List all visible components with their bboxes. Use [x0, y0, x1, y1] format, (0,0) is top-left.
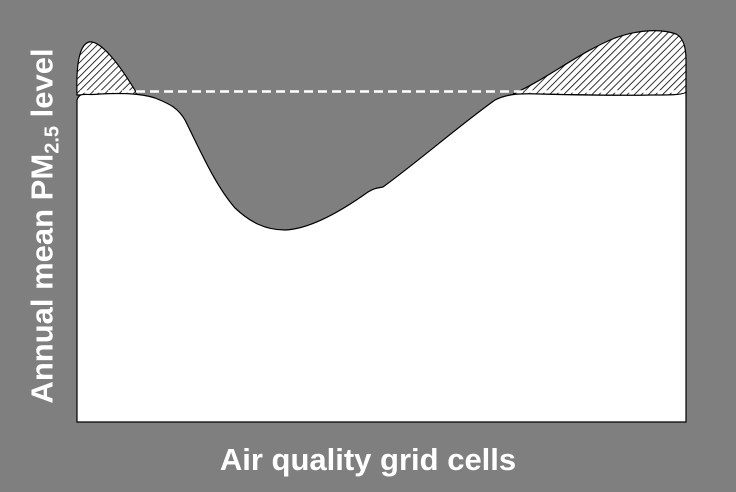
pollution-level-curve — [76, 90, 687, 423]
x-axis-label: Air quality grid cells — [219, 442, 517, 477]
hatched-exceedance-right — [512, 30, 687, 97]
y-axis-label: Annual mean PM2.5 level — [24, 48, 64, 404]
hatched-exceedance-left — [76, 41, 137, 97]
